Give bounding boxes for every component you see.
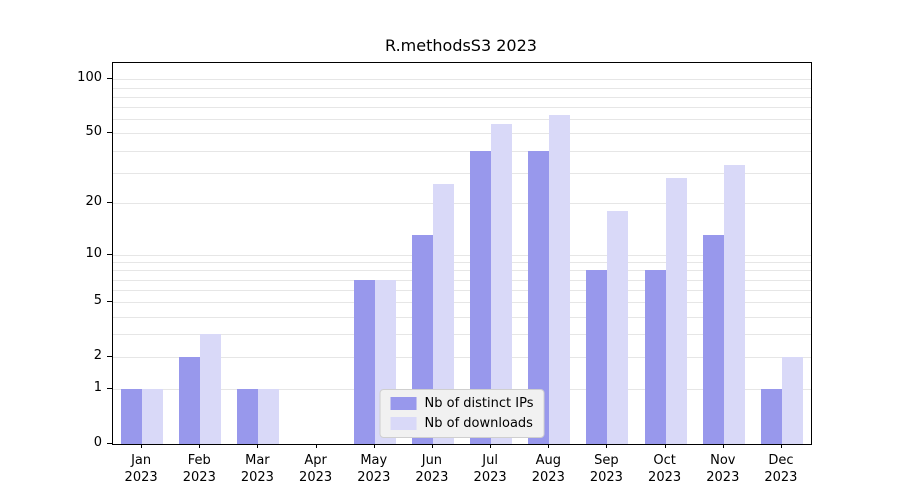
x-axis-tick — [199, 444, 201, 448]
y-axis-tick — [107, 253, 112, 255]
x-tick-label: Oct 2023 — [648, 453, 682, 485]
y-axis-tick — [107, 132, 112, 134]
y-axis-tick — [107, 78, 112, 80]
x-tick-label: Dec 2023 — [764, 453, 798, 485]
gridline — [113, 279, 811, 281]
bar-nb-of-downloads — [491, 124, 513, 444]
x-tick-label: Mar 2023 — [240, 453, 274, 485]
x-tick-label: May 2023 — [357, 453, 391, 485]
x-tick-label: Jun 2023 — [415, 453, 449, 485]
bar-nb-of-downloads — [258, 389, 280, 444]
gridline — [113, 316, 811, 318]
x-tick-label: Jan 2023 — [124, 453, 158, 485]
x-tick-label: Feb 2023 — [182, 453, 216, 485]
gridline — [113, 290, 811, 292]
bar-nb-of-downloads — [665, 177, 687, 444]
x-tick-label: Nov 2023 — [706, 453, 740, 485]
x-tick-label: Sep 2023 — [589, 453, 623, 485]
x-axis-tick — [373, 444, 375, 448]
bar-nb-of-downloads — [200, 334, 222, 444]
bar-nb-of-distinct-ips — [237, 389, 259, 444]
y-tick-label: 100 — [77, 70, 102, 86]
gridline — [113, 87, 811, 89]
gridline — [113, 150, 811, 152]
gridline — [113, 96, 811, 98]
y-axis-tick — [107, 388, 112, 390]
y-axis-tick — [107, 443, 112, 444]
gridline — [113, 79, 811, 81]
bar-nb-of-downloads — [607, 211, 629, 444]
gridline — [113, 119, 811, 121]
y-tick-label: 1 — [93, 380, 102, 396]
x-axis-tick — [548, 444, 550, 448]
legend-label-downloads: Nb of downloads — [424, 416, 533, 431]
bar-nb-of-distinct-ips — [121, 389, 143, 444]
bar-nb-of-downloads — [432, 183, 454, 444]
x-axis-tick — [431, 444, 433, 448]
gridline — [113, 254, 811, 256]
gridline — [113, 262, 811, 263]
y-axis-tick — [107, 301, 112, 303]
plot-area: Nb of distinct IPs Nb of downloads — [112, 62, 812, 445]
y-tick-label: 5 — [93, 293, 102, 309]
x-axis-tick — [315, 444, 317, 448]
y-axis-tick — [107, 356, 112, 358]
legend-swatch-downloads — [390, 417, 417, 430]
legend-item-distinct-ips: Nb of distinct IPs — [390, 396, 534, 411]
y-tick-label: 20 — [85, 194, 102, 210]
gridline — [113, 334, 811, 336]
gridline — [113, 203, 811, 205]
y-tick-label: 10 — [85, 245, 102, 261]
bar-nb-of-downloads — [723, 165, 745, 444]
x-axis-tick — [490, 444, 492, 448]
x-axis-tick — [257, 444, 259, 448]
y-tick-label: 2 — [93, 348, 102, 364]
legend-item-downloads: Nb of downloads — [390, 416, 534, 431]
bar-nb-of-distinct-ips — [470, 150, 492, 444]
bar-nb-of-distinct-ips — [528, 150, 550, 444]
x-axis-tick — [141, 444, 143, 448]
chart-title: R.methodsS3 2023 — [385, 36, 537, 55]
bar-nb-of-downloads — [549, 115, 571, 444]
bar-nb-of-downloads — [781, 357, 803, 444]
x-tick-label: Aug 2023 — [531, 453, 565, 485]
x-axis-tick — [664, 444, 666, 448]
x-axis-tick — [780, 444, 782, 448]
gridline — [113, 357, 811, 359]
y-axis-tick — [107, 202, 112, 204]
bar-nb-of-distinct-ips — [179, 357, 201, 444]
legend-swatch-distinct-ips — [390, 397, 417, 410]
gridline — [113, 172, 811, 174]
gridline — [113, 270, 811, 272]
x-tick-label: Apr 2023 — [299, 453, 333, 485]
x-axis-tick — [606, 444, 608, 448]
gridline — [113, 107, 811, 109]
y-tick-label: 0 — [93, 435, 102, 450]
gridline — [113, 302, 811, 304]
bar-nb-of-distinct-ips — [586, 270, 608, 444]
bar-nb-of-distinct-ips — [760, 389, 782, 444]
gridline — [113, 133, 811, 135]
bar-nb-of-downloads — [142, 389, 164, 444]
legend-label-distinct-ips: Nb of distinct IPs — [424, 396, 534, 411]
legend: Nb of distinct IPs Nb of downloads — [379, 389, 545, 438]
x-axis-tick — [722, 444, 724, 448]
bar-nb-of-distinct-ips — [702, 235, 724, 444]
bar-nb-of-distinct-ips — [644, 270, 666, 444]
y-tick-label: 50 — [85, 124, 102, 140]
bar-nb-of-distinct-ips — [353, 279, 375, 444]
x-tick-label: Jul 2023 — [473, 453, 507, 485]
